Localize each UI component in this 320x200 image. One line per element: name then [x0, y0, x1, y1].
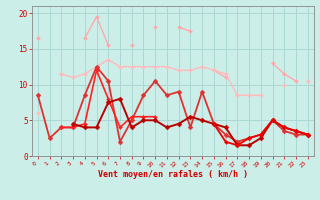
X-axis label: Vent moyen/en rafales ( km/h ): Vent moyen/en rafales ( km/h ): [98, 170, 248, 179]
